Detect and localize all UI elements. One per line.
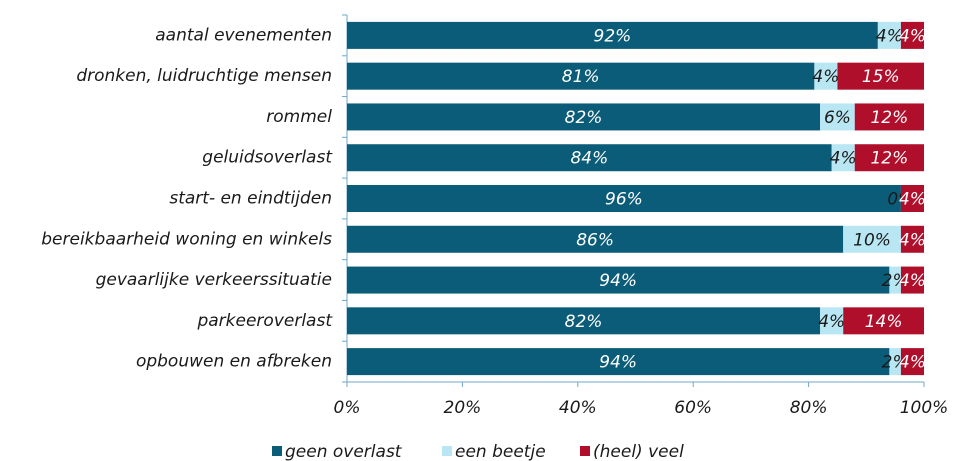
category-label: dronken, luidruchtige mensen [76, 66, 332, 86]
bar-segment [900, 21, 924, 49]
bar-segment [854, 144, 924, 172]
x-tick-label: 80% [790, 398, 828, 418]
value-label: 4% [830, 149, 857, 169]
bar-segment [347, 103, 821, 131]
value-label: 14% [865, 312, 903, 332]
bar-segment [820, 307, 844, 335]
legend-swatch [580, 446, 590, 456]
category-label: geluidsoverlast [202, 148, 333, 168]
bar-segment [347, 225, 844, 253]
bar-segment [900, 348, 924, 376]
category-label: gevaarlijke verkeerssituatie [96, 270, 332, 290]
category-label: rommel [266, 107, 332, 127]
bar-segment [347, 266, 890, 294]
bar-segment [900, 266, 924, 294]
value-label: 15% [862, 67, 900, 87]
value-label: 10% [853, 230, 891, 250]
x-tick-label: 100% [900, 398, 949, 418]
value-label: 92% [594, 26, 632, 46]
value-label: 4% [876, 26, 903, 46]
value-label: 4% [899, 271, 926, 291]
bar-segment [820, 103, 855, 131]
bar-segment [889, 348, 901, 376]
value-label: 4% [899, 230, 926, 250]
bar-segment [347, 307, 821, 335]
x-tick-label: 40% [559, 398, 597, 418]
bar-segment [900, 225, 924, 253]
value-label: 94% [599, 353, 637, 373]
value-label: 12% [870, 149, 908, 169]
bar-segment [347, 62, 815, 90]
value-label: 81% [562, 67, 600, 87]
category-label: aantal evenementen [155, 25, 332, 45]
bar-segment [347, 348, 890, 376]
category-label: start- en eindtijden [169, 189, 332, 209]
bar-segment [347, 185, 901, 212]
value-label: 86% [576, 230, 614, 250]
bar-segment [877, 21, 901, 49]
value-label: 4% [818, 312, 845, 332]
bar-segment [347, 21, 878, 49]
bar-segment [837, 62, 924, 90]
value-label: 4% [812, 67, 839, 87]
value-label: 82% [565, 108, 603, 128]
bar-segment [814, 62, 838, 90]
category-label: bereikbaarheid woning en winkels [41, 229, 332, 249]
bar-segment [854, 103, 924, 131]
bar-segment [889, 266, 901, 294]
x-tick-label: 0% [334, 398, 361, 418]
bar-segment [843, 225, 901, 253]
value-label: 4% [899, 26, 926, 46]
legend-label: een beetje [455, 442, 546, 461]
bar-segment [900, 185, 924, 212]
bar-segment [347, 144, 832, 172]
legend-swatch [272, 446, 282, 456]
legend-label: geen overlast [285, 442, 403, 461]
value-label: 82% [565, 312, 603, 332]
value-label: 84% [570, 149, 608, 169]
value-label: 4% [899, 353, 926, 373]
bar-segment [831, 144, 855, 172]
value-label: 94% [599, 271, 637, 291]
legend-label: (heel) veel [593, 442, 684, 461]
value-label: 4% [899, 190, 926, 210]
legend-swatch [442, 446, 452, 456]
x-tick-label: 60% [674, 398, 712, 418]
x-tick-label: 20% [444, 398, 482, 418]
value-label: 96% [605, 190, 643, 210]
value-label: 6% [824, 108, 851, 128]
category-label: parkeeroverlast [196, 311, 333, 331]
bar-segment [843, 307, 924, 335]
value-label: 12% [870, 108, 908, 128]
category-label: opbouwen en afbreken [136, 352, 332, 372]
